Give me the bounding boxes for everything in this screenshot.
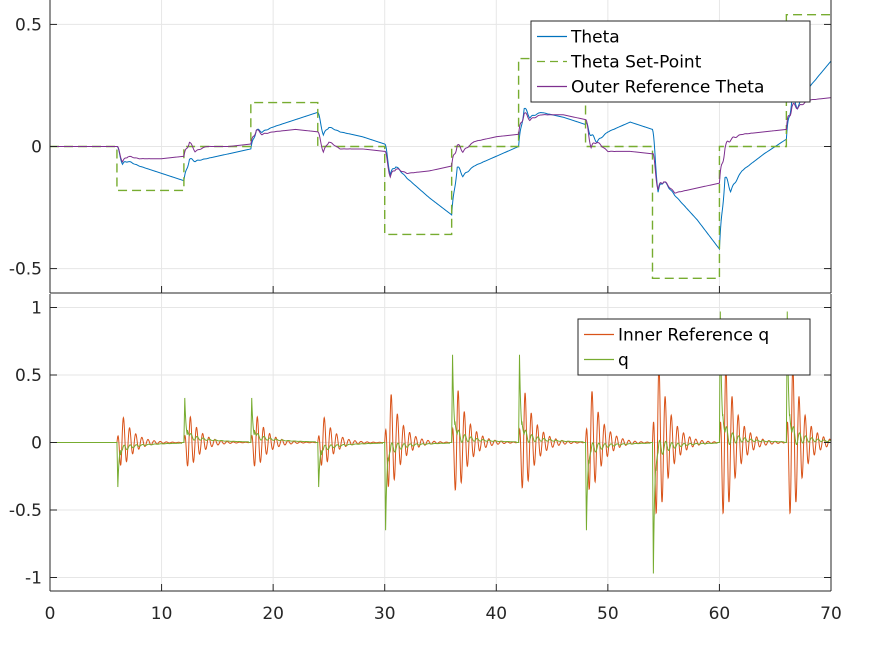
y-tick-label: 0	[31, 138, 42, 158]
series-q-line	[50, 311, 831, 574]
series-group	[50, 311, 831, 574]
series-group	[50, 13, 831, 280]
x-tick-label: 0	[45, 604, 56, 624]
legend-box	[530, 20, 811, 103]
legend-label: Inner Reference q	[618, 326, 769, 346]
y-tick-label: 0.5	[15, 366, 42, 386]
legend-label: q	[618, 351, 629, 371]
y-tick-label: -0.5	[9, 501, 42, 521]
axes-theta: -0.5 0 0.5 Theta Theta Set-Point Outer Refere…	[9, 0, 832, 294]
x-tick-label: 70	[820, 604, 842, 624]
legend-label: Theta Set-Point	[570, 53, 702, 73]
x-tick-label: 50	[597, 604, 619, 624]
legend-box	[577, 318, 811, 376]
x-tick-label: 40	[485, 604, 507, 624]
series-outer-reference-theta-line	[50, 97, 831, 194]
series-theta-line	[50, 60, 831, 251]
x-tick-label: 60	[709, 604, 731, 624]
x-tick-label: 10	[151, 604, 173, 624]
legend-label: Outer Reference Theta	[571, 78, 764, 98]
y-tick-label: 0	[31, 434, 42, 454]
y-tick-label: 1	[31, 299, 42, 319]
y-tick-label: -1	[25, 569, 42, 589]
series-inner-reference-q-line	[50, 364, 831, 515]
x-tick-label: 20	[262, 604, 284, 624]
x-tick-label: 30	[374, 604, 396, 624]
y-tick-label: -0.5	[9, 260, 42, 280]
y-tick-label: 0.5	[15, 15, 42, 35]
legend-label: Theta	[570, 28, 620, 48]
